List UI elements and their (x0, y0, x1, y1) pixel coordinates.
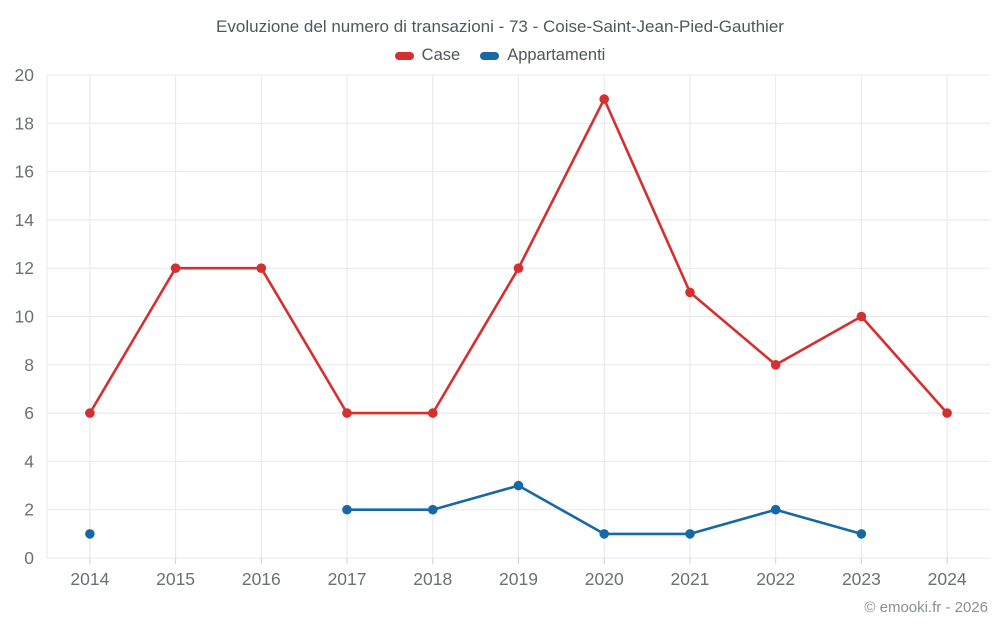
series-point-appartamenti (599, 529, 609, 539)
series-point-case (770, 360, 781, 370)
x-tick-label: 2023 (842, 569, 881, 589)
series-point-appartamenti (856, 529, 867, 539)
y-tick-label: 14 (15, 210, 35, 230)
x-tick-label: 2024 (928, 569, 967, 589)
y-tick-label: 4 (24, 451, 34, 471)
y-tick-label: 10 (15, 307, 35, 327)
x-tick-label: 2014 (70, 569, 109, 589)
series-point-case (85, 408, 95, 418)
series-point-appartamenti (685, 529, 695, 539)
series-point-appartamenti (770, 504, 781, 515)
x-tick-label: 2018 (413, 569, 452, 589)
x-tick-label: 2017 (328, 569, 367, 589)
y-tick-label: 0 (24, 548, 34, 568)
x-tick-label: 2020 (585, 569, 624, 589)
y-tick-label: 20 (15, 65, 35, 85)
y-tick-label: 12 (15, 258, 34, 278)
x-tick-label: 2019 (499, 569, 538, 589)
series-point-appartamenti (342, 504, 352, 515)
series-point-appartamenti (513, 480, 524, 491)
x-tick-label: 2021 (670, 569, 709, 589)
chart-legend: Case Appartamenti (0, 46, 1000, 65)
legend-item-appartamenti[interactable]: Appartamenti (480, 46, 605, 65)
series-point-case (428, 408, 438, 418)
chart-credits-link[interactable]: © emooki.fr - 2026 (864, 599, 988, 616)
y-tick-label: 16 (15, 162, 34, 182)
x-tick-label: 2015 (156, 569, 195, 589)
x-tick-label: 2016 (242, 569, 281, 589)
appartamenti-legend-swatch-icon (480, 51, 500, 60)
legend-label-appartamenti: Appartamenti (507, 46, 606, 64)
chart-title: Evoluzione del numero di transazioni - 7… (216, 17, 784, 36)
y-tick-label: 18 (15, 113, 34, 133)
series-point-case (685, 287, 695, 298)
y-tick-label: 2 (24, 500, 34, 520)
series-point-case (513, 263, 524, 274)
series-point-case (170, 263, 181, 274)
legend-item-case[interactable]: Case (394, 46, 461, 65)
case-legend-swatch-icon (394, 51, 414, 60)
legend-label-case: Case (421, 46, 461, 64)
series-point-case (942, 408, 952, 418)
series-point-case (342, 408, 352, 418)
series-point-appartamenti (428, 504, 438, 515)
y-tick-label: 8 (24, 355, 34, 375)
y-tick-label: 6 (24, 403, 34, 423)
series-point-case (256, 263, 267, 274)
series-point-case (599, 94, 609, 104)
x-tick-label: 2022 (756, 569, 795, 589)
series-point-appartamenti (85, 529, 95, 539)
series-point-case (856, 311, 867, 322)
